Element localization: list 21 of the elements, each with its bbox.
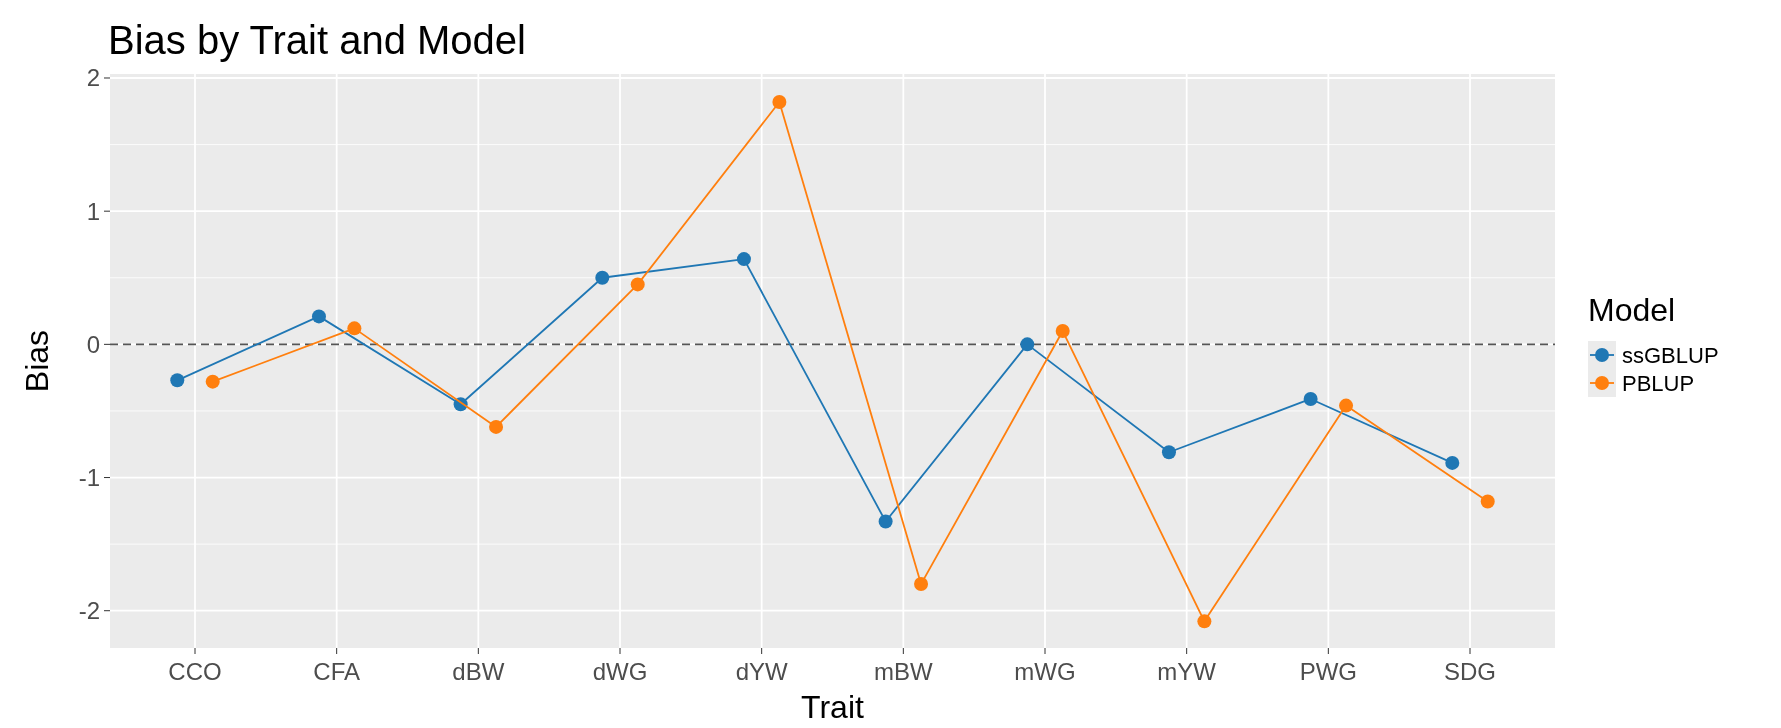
x-tick-label: mWG	[1014, 658, 1076, 685]
x-tick-label: mBW	[874, 658, 934, 685]
x-tick-label: CCO	[168, 658, 222, 685]
x-tick-label: dBW	[452, 658, 505, 685]
x-tick-label: mYW	[1157, 658, 1217, 685]
y-tick-label: 2	[86, 64, 100, 92]
legend-title: Model	[1588, 292, 1676, 328]
y-axis-title: Bias	[19, 329, 55, 393]
x-tick-label: CFA	[313, 658, 361, 685]
x-tick-label: SDG	[1443, 658, 1497, 685]
x-axis-title: Trait	[801, 689, 865, 725]
y-tick-label: 1	[86, 197, 100, 225]
legend-label: PBLUP	[1622, 370, 1695, 396]
y-tick-label: -1	[78, 463, 100, 491]
y-tick-label: 0	[86, 330, 100, 358]
y-tick-label: -2	[78, 597, 100, 625]
chart-title: Bias by Trait and Model	[108, 18, 526, 62]
legend-label: ssGBLUP	[1622, 342, 1719, 368]
x-tick-label: PWG	[1299, 658, 1357, 685]
x-tick-label: dYW	[735, 658, 789, 685]
x-tick-label: dWG	[592, 658, 648, 685]
